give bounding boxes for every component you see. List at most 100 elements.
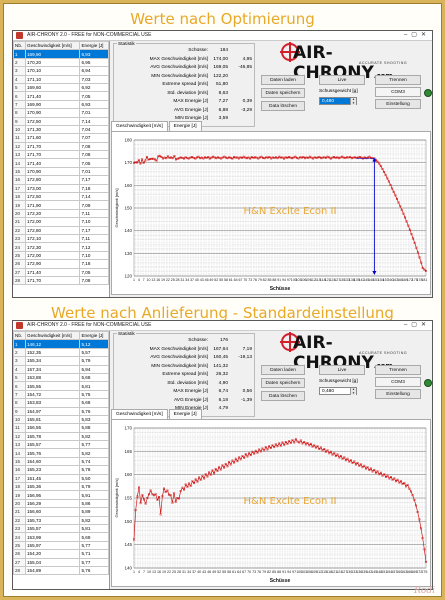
live-button[interactable]: Live <box>319 365 365 375</box>
load-data-button[interactable]: Daten laden <box>261 75 305 85</box>
table-row[interactable]: 7 169,90 6,93 <box>13 99 109 110</box>
spin-arrows-icon[interactable]: ▲ ▼ <box>350 387 356 395</box>
table-row[interactable]: 12 155,78 5,82 <box>13 431 109 442</box>
delete-data-button[interactable]: Data löschen <box>261 101 305 111</box>
table-row[interactable]: 4 157,34 5,94 <box>13 364 109 374</box>
table-row[interactable]: 17 173,00 7,18 <box>13 183 109 194</box>
tab-energy[interactable]: Energie [J] <box>168 409 202 420</box>
table-row[interactable]: 2 170,20 6,95 <box>13 57 109 68</box>
table-row[interactable]: 5 153,88 5,68 <box>13 372 109 383</box>
table-row[interactable]: 21 172,00 7,10 <box>13 217 109 227</box>
table-row[interactable]: 15 154,60 5,74 <box>13 456 109 467</box>
table-row[interactable]: 12 171,70 7,08 <box>13 141 109 152</box>
table-row[interactable]: 11 156,55 5,88 <box>13 423 109 433</box>
table-row[interactable]: 22 172,80 7,17 <box>13 225 109 236</box>
table-row[interactable]: 13 155,57 5,77 <box>13 440 109 450</box>
disconnect-button[interactable]: Trennen <box>375 365 421 375</box>
table-row[interactable]: 28 154,89 5,76 <box>13 565 109 576</box>
table-row[interactable]: 18 155,36 5,79 <box>13 482 109 492</box>
stat-extra: -19,13 <box>238 355 252 360</box>
data-point <box>189 484 192 487</box>
table-row[interactable]: 23 155,57 5,81 <box>13 523 109 534</box>
table-row[interactable]: 3 155,34 5,79 <box>13 356 109 366</box>
row-number: 27 <box>13 267 26 277</box>
tab-speed[interactable]: Geschwindigkeit [m/s] <box>111 409 168 420</box>
table-row[interactable]: 11 171,60 7,07 <box>13 133 109 143</box>
table-row[interactable]: 20 172,20 7,11 <box>13 208 109 219</box>
table-row[interactable]: 26 172,90 7,18 <box>13 259 109 269</box>
speed-cell: 169,60 <box>24 82 81 93</box>
table-row[interactable]: 9 154,97 5,76 <box>13 406 109 416</box>
table-row[interactable]: 5 169,60 6,92 <box>13 82 109 93</box>
table-row[interactable]: 19 171,90 7,09 <box>13 200 109 210</box>
data-point <box>325 156 327 159</box>
row-number: 21 <box>13 217 26 227</box>
row-number: 6 <box>13 381 26 391</box>
table-row[interactable]: 8 170,90 7,01 <box>13 108 109 118</box>
table-row[interactable]: 1 146,12 5,12 <box>13 339 109 349</box>
weight-input[interactable]: 0,480 ▲ ▼ <box>319 387 357 395</box>
table-row[interactable]: 6 155,55 5,81 <box>13 381 109 391</box>
table-row[interactable]: 19 156,95 5,91 <box>13 490 109 500</box>
table-row[interactable]: 10 171,30 7,04 <box>13 124 109 135</box>
table-row[interactable]: 23 172,10 7,11 <box>13 233 109 244</box>
table-row[interactable]: 27 155,04 5,77 <box>13 557 109 567</box>
data-point <box>368 469 371 471</box>
table-row[interactable]: 8 153,83 5,68 <box>13 398 109 408</box>
x-tick-label: 130 <box>339 278 345 282</box>
load-data-button[interactable]: Daten laden <box>261 365 305 375</box>
table-row[interactable]: 14 171,40 7,05 <box>13 158 109 168</box>
table-row[interactable]: 26 154,20 5,71 <box>13 549 109 559</box>
delete-data-button[interactable]: Data löschen <box>261 391 305 401</box>
table-row[interactable]: 10 155,81 5,83 <box>13 414 109 425</box>
tab-energy[interactable]: Energie [J] <box>168 121 202 132</box>
table-row[interactable]: 17 151,45 5,50 <box>13 473 109 484</box>
table-row[interactable]: 27 171,40 7,05 <box>13 267 109 277</box>
table-row[interactable]: 20 156,29 5,86 <box>13 498 109 509</box>
table-row[interactable]: 4 171,10 7,03 <box>13 74 109 84</box>
table-row[interactable]: 2 152,35 5,57 <box>13 347 109 358</box>
table-row[interactable]: 28 171,70 7,08 <box>13 275 109 286</box>
window-controls[interactable]: –▢✕ <box>403 32 430 38</box>
row-number: 13 <box>13 150 26 160</box>
table-row[interactable]: 21 156,60 5,89 <box>13 507 109 517</box>
table-row[interactable]: 15 170,90 7,01 <box>13 166 109 177</box>
disconnect-button[interactable]: Trennen <box>375 75 421 85</box>
stat-label: AVG Energie [J] <box>173 397 208 403</box>
row-number: 12 <box>13 431 26 442</box>
data-point <box>155 159 158 162</box>
data-point <box>237 157 240 160</box>
save-data-button[interactable]: Daten speichern <box>261 378 305 388</box>
table-row[interactable]: 25 172,00 7,10 <box>13 250 109 261</box>
chart-tabs: Geschwindigkeit [m/s] Energie [J] <box>111 121 203 132</box>
table-row[interactable]: 14 155,76 5,82 <box>13 448 109 458</box>
energy-cell: 5,71 <box>79 549 109 559</box>
table-row[interactable]: 13 171,70 7,08 <box>13 150 109 160</box>
weight-input[interactable]: 0,480 ▲ ▼ <box>319 97 357 105</box>
row-number: 22 <box>13 225 26 236</box>
table-row[interactable]: 16 155,23 5,78 <box>13 465 109 475</box>
table-row[interactable]: 22 155,73 5,82 <box>13 515 109 526</box>
tab-speed[interactable]: Geschwindigkeit [m/s] <box>111 121 168 132</box>
table-row[interactable]: 16 172,80 7,17 <box>13 175 109 185</box>
com-port-button[interactable]: COM3 <box>375 87 421 97</box>
settings-button[interactable]: Einstellung <box>375 99 421 109</box>
table-row[interactable]: 25 155,97 5,77 <box>13 540 109 551</box>
table-row[interactable]: 3 170,10 6,94 <box>13 66 109 76</box>
table-row[interactable]: 6 171,40 7,05 <box>13 91 109 101</box>
table-row[interactable]: 24 172,30 7,12 <box>13 242 109 252</box>
table-row[interactable]: 7 154,72 5,75 <box>13 389 109 400</box>
table-row[interactable]: 9 172,50 7,14 <box>13 116 109 126</box>
com-port-button[interactable]: COM3 <box>375 377 421 387</box>
table-row[interactable]: 24 153,99 5,69 <box>13 532 109 542</box>
live-button[interactable]: Live <box>319 75 365 85</box>
table-row[interactable]: 1 169,90 6,93 <box>13 49 109 59</box>
table-row[interactable]: 18 172,50 7,14 <box>13 192 109 202</box>
settings-button[interactable]: Einstellung <box>375 389 421 399</box>
spin-arrows-icon[interactable]: ▲ ▼ <box>350 97 356 105</box>
save-data-button[interactable]: Daten speichern <box>261 88 305 98</box>
x-tick-label: 154 <box>378 278 384 282</box>
window-controls[interactable]: –▢✕ <box>403 322 430 328</box>
